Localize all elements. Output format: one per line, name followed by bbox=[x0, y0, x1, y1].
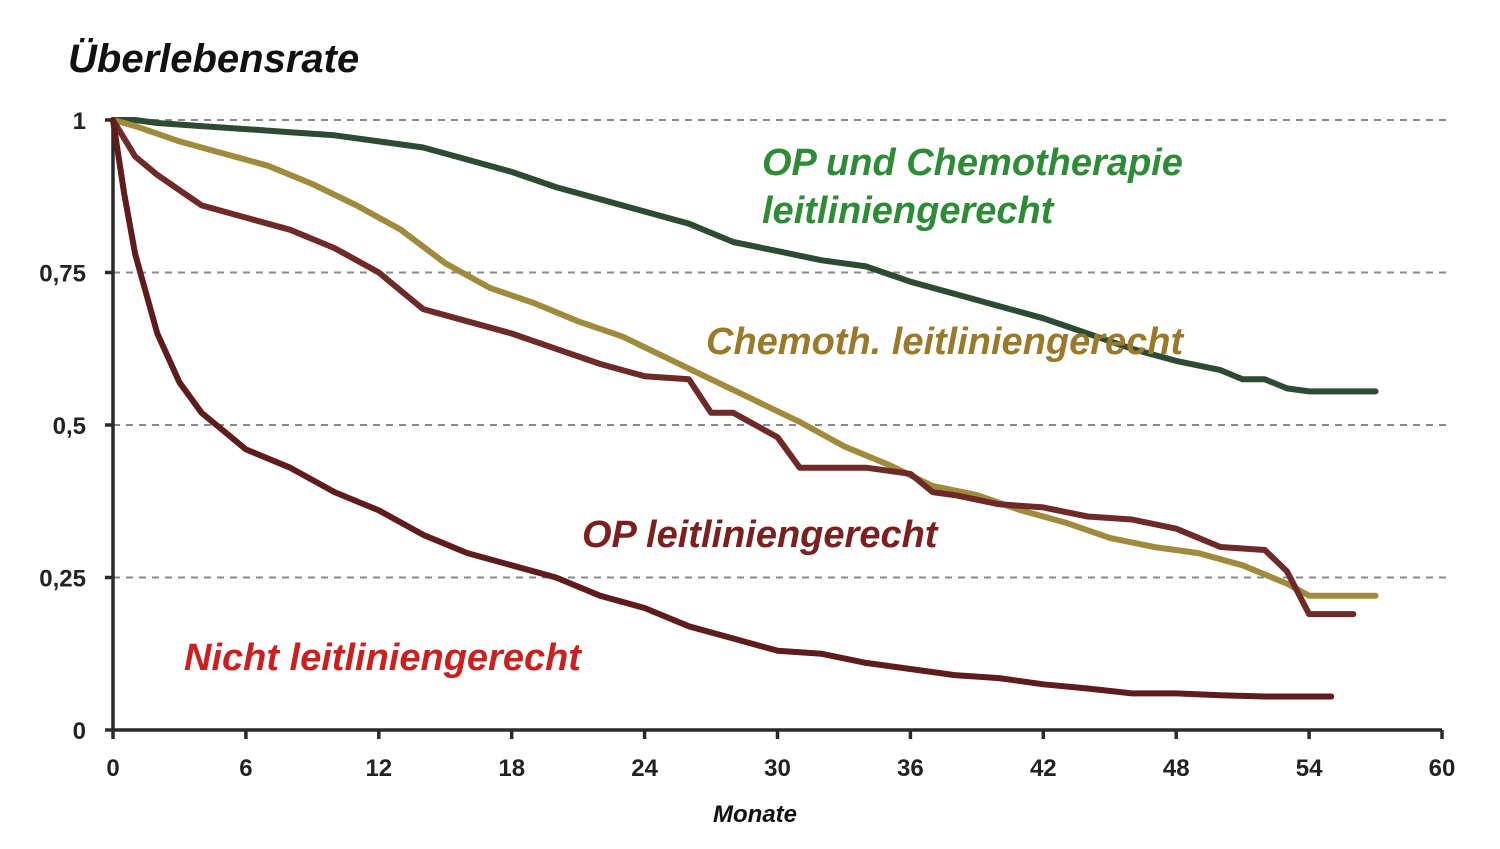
series-label-line: Chemoth. leitliniengerecht bbox=[706, 321, 1185, 363]
y-tick-label-3: 0,75 bbox=[39, 261, 86, 288]
x-tick-label-9: 54 bbox=[1296, 755, 1323, 782]
series-line-op bbox=[110, 117, 1357, 618]
x-tick-labels: 0 6 12 18 24 30 36 42 48 54 60 bbox=[106, 755, 1455, 782]
x-tick-label-0: 0 bbox=[106, 755, 119, 782]
y-tick-label-0: 0 bbox=[73, 718, 86, 745]
series-label-chemoth: Chemoth. leitliniengerecht bbox=[706, 321, 1185, 363]
x-tick-label-10: 60 bbox=[1429, 755, 1456, 782]
y-tick-labels: 0 0,25 0,5 0,75 1 bbox=[39, 108, 86, 745]
chart-title: Überlebensrate bbox=[68, 36, 359, 81]
series-label-line: leitliniengerecht bbox=[762, 190, 1055, 232]
x-tick-label-7: 42 bbox=[1030, 755, 1057, 782]
x-tick-label-6: 36 bbox=[897, 755, 924, 782]
series-line-nicht-leitliniengerecht bbox=[110, 117, 1335, 700]
y-tick-label-2: 0,5 bbox=[53, 413, 86, 440]
y-tick-label-4: 1 bbox=[73, 108, 86, 135]
series-line-chemoth bbox=[110, 117, 1379, 599]
grid-lines bbox=[113, 119, 1448, 579]
x-tick-label-2: 12 bbox=[365, 755, 392, 782]
series-label-op-und-chemo: OP und Chemotherapie leitliniengerecht bbox=[762, 142, 1183, 232]
series-label-nicht-leitliniengerecht: Nicht leitliniengerecht bbox=[184, 637, 582, 679]
series-label-line: OP und Chemotherapie bbox=[762, 142, 1183, 184]
series-lines bbox=[110, 117, 1379, 700]
series-labels: OP und Chemotherapie leitliniengerecht Che… bbox=[184, 142, 1185, 679]
x-tick-label-1: 6 bbox=[239, 755, 252, 782]
y-tick-label-1: 0,25 bbox=[39, 566, 86, 593]
series-label-line: Nicht leitliniengerecht bbox=[184, 637, 582, 679]
series-line-op-und-chemo bbox=[110, 117, 1379, 395]
x-tick-label-4: 24 bbox=[631, 755, 658, 782]
x-tick-label-5: 30 bbox=[764, 755, 791, 782]
x-axis-label: Monate bbox=[713, 801, 797, 828]
x-tick-label-3: 18 bbox=[498, 755, 525, 782]
x-tick-label-8: 48 bbox=[1163, 755, 1190, 782]
series-label-op: OP leitliniengerecht bbox=[582, 514, 939, 556]
series-label-line: OP leitliniengerecht bbox=[582, 514, 939, 556]
